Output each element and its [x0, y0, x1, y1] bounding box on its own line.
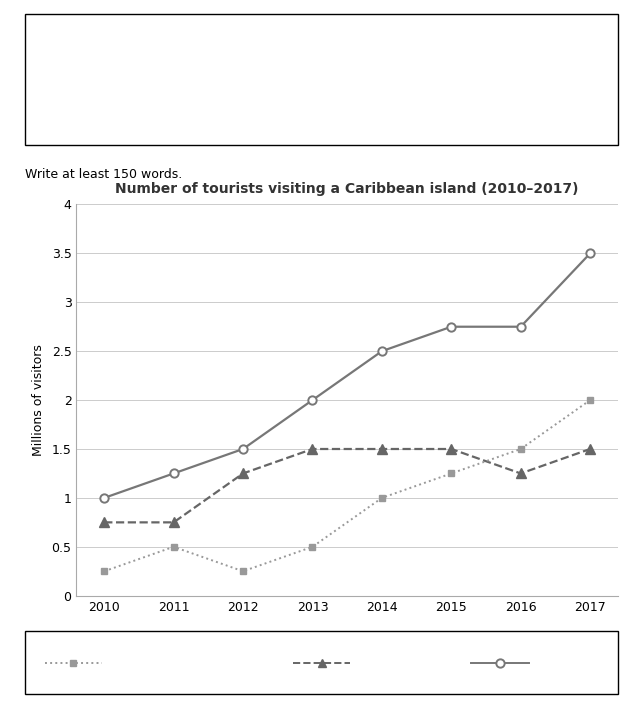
Text: The graph below shows the number of tourists visiting a particular Caribbean
isl: The graph below shows the number of tour… — [41, 25, 580, 111]
Title: Number of tourists visiting a Caribbean island (2010–2017): Number of tourists visiting a Caribbean … — [115, 183, 579, 196]
Y-axis label: Millions of visitors: Millions of visitors — [32, 344, 45, 456]
Text: Write at least 150 words.: Write at least 150 words. — [25, 168, 183, 180]
Text: Total: Total — [535, 656, 563, 669]
Text: Visitors staying on cruise ships: Visitors staying on cruise ships — [108, 656, 291, 669]
Text: Visitors staying on island: Visitors staying on island — [357, 656, 505, 669]
